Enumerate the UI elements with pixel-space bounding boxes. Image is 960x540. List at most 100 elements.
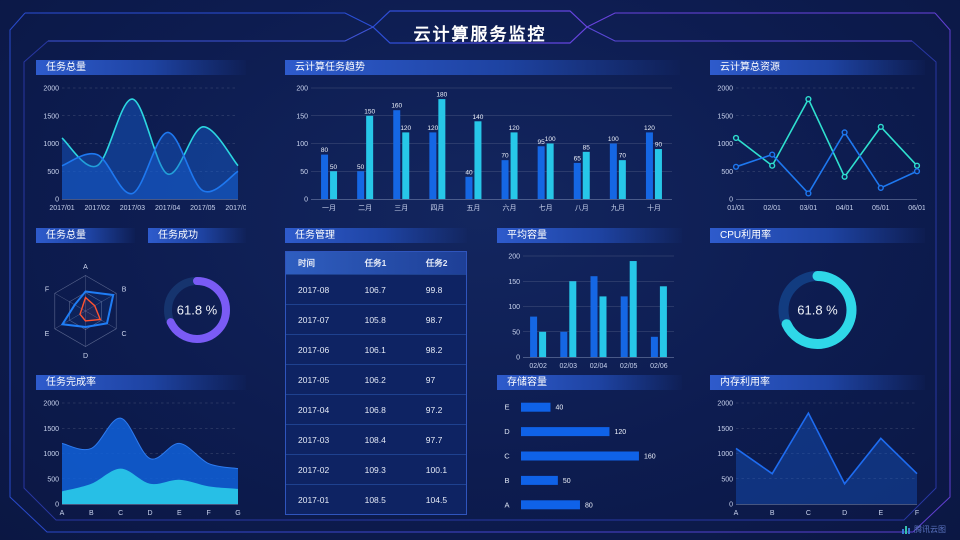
table-cell: 100.1 [425, 464, 448, 475]
panel-memory-usage: 内存利用率 0 500 1000 1500 2000 A B C D E F [710, 375, 925, 517]
svg-text:0: 0 [55, 197, 59, 204]
table-cell: 2017-01 [298, 494, 330, 505]
svg-text:1000: 1000 [717, 451, 733, 458]
svg-text:500: 500 [47, 169, 59, 176]
svg-text:八月: 八月 [575, 204, 589, 212]
svg-text:85: 85 [583, 144, 591, 151]
table-header-cell: 任务1 [364, 258, 387, 268]
svg-text:80: 80 [585, 502, 593, 509]
svg-text:200: 200 [508, 254, 520, 261]
svg-text:200: 200 [296, 86, 308, 93]
svg-text:一月: 一月 [322, 204, 336, 212]
panel-title: 任务总量 [36, 60, 246, 75]
svg-text:04/01: 04/01 [836, 205, 854, 212]
svg-text:十月: 十月 [647, 203, 661, 212]
svg-text:50: 50 [300, 169, 308, 176]
svg-text:100: 100 [608, 136, 619, 143]
svg-text:2017/06: 2017/06 [225, 205, 246, 212]
svg-text:50: 50 [563, 478, 571, 485]
svg-text:100: 100 [545, 136, 556, 143]
table-header-row: 时间 任务1 任务2 [286, 252, 466, 275]
panel-cloud-task-trend: 云计算任务趋势 0 50 100 150 200 一月 二月 三月 四月 五月 六月 七月 八月 九月 十月… [285, 60, 680, 212]
svg-text:2017/05: 2017/05 [190, 205, 215, 212]
svg-text:100: 100 [296, 141, 308, 148]
table-cell: 106.8 [364, 404, 386, 415]
svg-text:六月: 六月 [503, 203, 517, 212]
svg-text:150: 150 [296, 113, 308, 120]
svg-text:B: B [770, 510, 775, 517]
svg-text:F: F [207, 510, 211, 517]
svg-text:180: 180 [436, 92, 447, 99]
panel-title: 任务完成率 [36, 375, 246, 390]
svg-text:D: D [842, 510, 847, 517]
svg-text:02/04: 02/04 [590, 363, 608, 370]
panel-title: CPU利用率 [710, 228, 925, 243]
data-table: 时间 任务1 任务2 2017-08 106.7 99.8 2017-07 105.8 98.7… [285, 251, 467, 515]
svg-text:160: 160 [644, 454, 656, 461]
svg-text:150: 150 [508, 279, 520, 286]
svg-text:2000: 2000 [43, 86, 59, 93]
panel-title: 云计算任务趋势 [285, 60, 680, 75]
svg-text:A: A [504, 500, 509, 509]
svg-text:70: 70 [619, 153, 627, 160]
table-cell: 97 [425, 374, 436, 385]
panel-title: 任务成功 [148, 228, 246, 243]
table-cell: 2017-06 [298, 344, 330, 355]
table-cell: 97.7 [425, 434, 443, 445]
svg-text:02/01: 02/01 [763, 205, 781, 212]
table-cell: 108.4 [364, 434, 386, 445]
svg-text:02/03: 02/03 [560, 363, 578, 370]
table-row: 2017-03 108.4 97.7 [286, 425, 466, 455]
svg-text:61.8 %: 61.8 % [177, 303, 218, 318]
cloud-chart-logo-icon [902, 525, 910, 534]
svg-text:C: C [504, 452, 510, 461]
svg-text:1500: 1500 [717, 426, 733, 433]
svg-text:2000: 2000 [717, 86, 733, 93]
table-row: 2017-08 106.7 99.8 [286, 275, 466, 305]
svg-text:70: 70 [501, 153, 509, 160]
svg-text:2017/02: 2017/02 [85, 205, 110, 212]
panel-task-total-radar: 任务总量 A B C D E F [36, 228, 135, 370]
svg-text:500: 500 [47, 476, 59, 483]
svg-text:四月: 四月 [430, 204, 444, 212]
svg-text:九月: 九月 [611, 203, 625, 212]
table-header-cell: 时间 [298, 258, 316, 268]
page-title: 云计算服务监控 [413, 25, 547, 44]
svg-text:150: 150 [364, 108, 375, 115]
table-row: 2017-01 108.5 104.5 [286, 485, 466, 514]
svg-text:A: A [734, 510, 739, 517]
svg-text:0: 0 [55, 502, 59, 509]
svg-text:40: 40 [465, 169, 473, 176]
svg-text:0: 0 [729, 197, 733, 204]
svg-text:140: 140 [473, 114, 484, 121]
cloud-task-trend-bar-chart: 0 50 100 150 200 一月 二月 三月 四月 五月 六月 七月 八月 九月 十月 80 50 160 1… [285, 80, 680, 212]
task-success-gauge: 61.8 % [148, 248, 246, 370]
table-row: 2017-02 109.3 100.1 [286, 455, 466, 485]
table-cell: 2017-02 [298, 464, 330, 475]
panel-title: 云计算总资源 [710, 60, 925, 75]
panel-title: 存储容量 [497, 375, 682, 390]
panel-task-success: 任务成功 61.8 % [148, 228, 246, 370]
svg-text:40: 40 [555, 405, 563, 412]
svg-text:E: E [504, 403, 509, 412]
task-management-table: 时间 任务1 任务2 2017-08 106.7 99.8 2017-07 105.8 98.7… [285, 251, 467, 515]
svg-text:120: 120 [400, 125, 411, 132]
svg-text:七月: 七月 [539, 203, 553, 212]
watermark: 腾讯云图 [901, 524, 946, 535]
table-cell: 108.5 [364, 494, 386, 505]
svg-text:500: 500 [721, 169, 733, 176]
svg-text:1500: 1500 [43, 113, 59, 120]
table-cell: 97.2 [425, 404, 443, 415]
svg-text:120: 120 [427, 125, 438, 132]
table-cell: 2017-08 [298, 284, 330, 295]
svg-text:C: C [118, 510, 123, 517]
svg-text:160: 160 [391, 103, 402, 110]
svg-text:500: 500 [721, 476, 733, 483]
panel-storage-capacity: 存储容量 E 40 D 120 C 160 B 50 A 80 [497, 375, 682, 517]
svg-text:50: 50 [512, 329, 520, 336]
svg-text:02/06: 02/06 [650, 363, 668, 370]
panel-cpu-usage: CPU利用率 61.8 % [710, 228, 925, 370]
svg-text:F: F [915, 510, 919, 517]
svg-text:二月: 二月 [358, 204, 372, 212]
